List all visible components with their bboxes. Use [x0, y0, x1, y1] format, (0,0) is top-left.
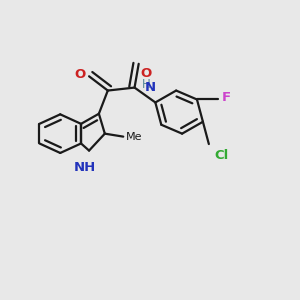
- Text: F: F: [222, 91, 231, 103]
- Text: Me: Me: [126, 132, 142, 142]
- Text: O: O: [74, 68, 86, 81]
- Text: NH: NH: [74, 161, 96, 174]
- Text: Cl: Cl: [214, 148, 228, 161]
- Text: H: H: [142, 78, 151, 91]
- Text: O: O: [140, 67, 152, 80]
- Text: N: N: [145, 81, 156, 94]
